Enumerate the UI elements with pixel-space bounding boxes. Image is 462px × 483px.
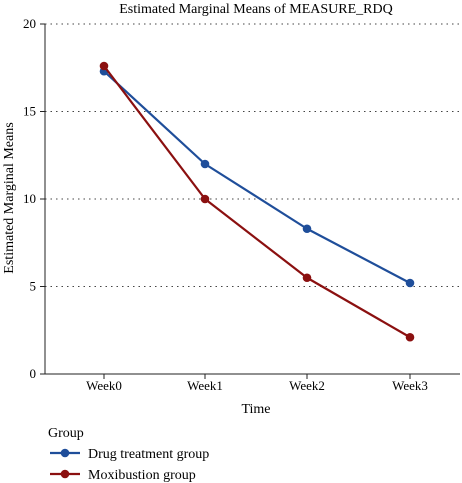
chart-title: Estimated Marginal Means of MEASURE_RDQ — [119, 2, 393, 17]
legend: Group Drug treatment group Moxibustion gr… — [48, 426, 209, 483]
x-axis-label: Time — [241, 402, 270, 417]
series-1-point-week3 — [405, 278, 415, 288]
series-2-point-week1 — [200, 194, 210, 204]
legend-label-2: Moxibustion group — [88, 468, 196, 483]
series-1-point-week2 — [302, 224, 312, 234]
legend-swatch-marker-1 — [60, 448, 70, 458]
legend-title: Group — [48, 426, 84, 441]
x-tick-label-week2: Week2 — [289, 378, 325, 393]
legend-label-1: Drug treatment group — [88, 447, 209, 462]
y-tick-label-10: 10 — [23, 191, 36, 206]
y-tick-label-20: 20 — [23, 16, 36, 31]
series — [99, 61, 415, 342]
x-ticks: Week0 Week1 Week2 Week3 — [86, 374, 428, 393]
series-2-point-week2 — [302, 273, 312, 283]
y-tick-label-5: 5 — [30, 279, 37, 294]
y-tick-label-15: 15 — [23, 104, 36, 119]
y-ticks: 0 5 10 15 20 — [23, 16, 45, 381]
legend-swatch-marker-2 — [60, 469, 70, 479]
series-line-2 — [103, 65, 411, 339]
series-1-point-week1 — [200, 159, 210, 169]
y-axis-label: Estimated Marginal Means — [2, 122, 17, 273]
x-tick-label-week1: Week1 — [187, 378, 223, 393]
series-line-1 — [103, 70, 411, 284]
series-2-point-week3 — [405, 332, 415, 342]
x-tick-label-week3: Week3 — [392, 378, 428, 393]
series-2-point-week0 — [99, 61, 109, 71]
legend-items: Drug treatment group Moxibustion group — [50, 447, 209, 483]
y-tick-label-0: 0 — [30, 366, 37, 381]
x-tick-label-week0: Week0 — [86, 378, 122, 393]
